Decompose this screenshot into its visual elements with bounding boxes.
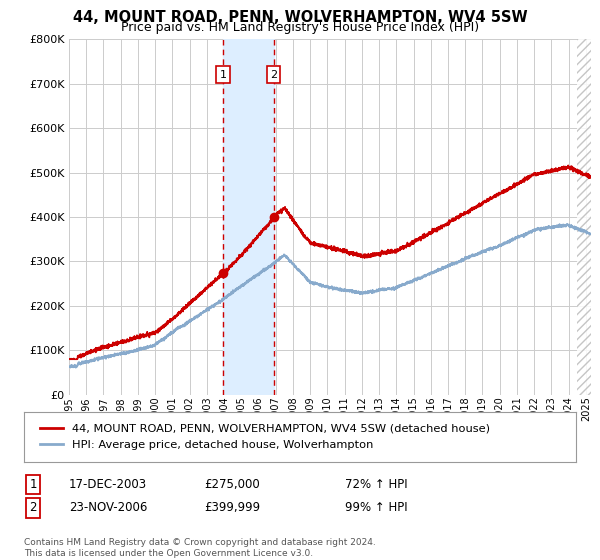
Text: 23-NOV-2006: 23-NOV-2006	[69, 501, 148, 515]
Bar	[577, 39, 591, 395]
Legend: 44, MOUNT ROAD, PENN, WOLVERHAMPTON, WV4 5SW (detached house), HPI: Average pric: 44, MOUNT ROAD, PENN, WOLVERHAMPTON, WV4…	[35, 419, 494, 454]
Bar	[223, 39, 274, 395]
Text: 99% ↑ HPI: 99% ↑ HPI	[345, 501, 407, 515]
Text: Contains HM Land Registry data © Crown copyright and database right 2024.
This d: Contains HM Land Registry data © Crown c…	[24, 538, 376, 558]
Text: 1: 1	[29, 478, 37, 491]
Text: £399,999: £399,999	[204, 501, 260, 515]
Text: Price paid vs. HM Land Registry's House Price Index (HPI): Price paid vs. HM Land Registry's House …	[121, 21, 479, 34]
Text: 2: 2	[270, 70, 277, 80]
Text: 2: 2	[29, 501, 37, 515]
Text: 17-DEC-2003: 17-DEC-2003	[69, 478, 147, 491]
Text: 72% ↑ HPI: 72% ↑ HPI	[345, 478, 407, 491]
Text: 1: 1	[220, 70, 227, 80]
Text: £275,000: £275,000	[204, 478, 260, 491]
Text: 44, MOUNT ROAD, PENN, WOLVERHAMPTON, WV4 5SW: 44, MOUNT ROAD, PENN, WOLVERHAMPTON, WV4…	[73, 10, 527, 25]
